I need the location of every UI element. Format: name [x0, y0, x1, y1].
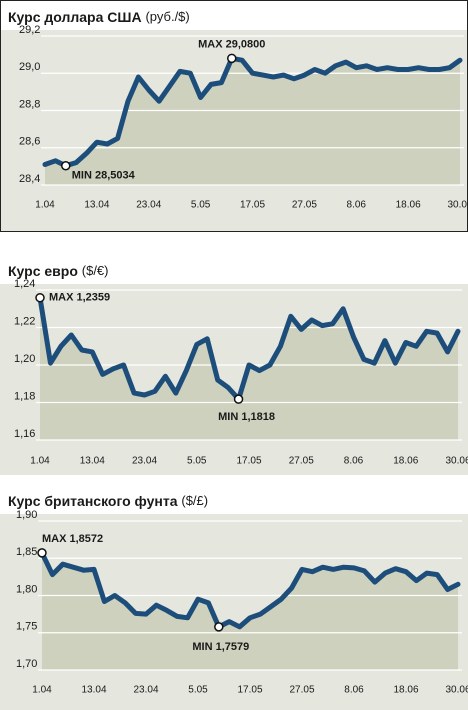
x-tick-label: 13.04: [84, 200, 109, 211]
x-tick-label: 17.05: [240, 200, 265, 211]
panel: Курс доллара США (руб./$) 28,4 28,6 28,8 29,…: [0, 0, 468, 232]
y-tick-label: 1,20: [14, 353, 35, 365]
x-tick-label: 18.06: [396, 200, 421, 211]
line: [39, 550, 461, 630]
x-tick-label: 1.04: [35, 200, 55, 211]
title-text: Курс британского фунта: [8, 493, 178, 509]
x-tick-label: 5.05: [187, 456, 207, 467]
x-tick-label: 5.05: [188, 685, 208, 696]
x-tick-label: 23.04: [132, 456, 157, 467]
chart-title: Курс евро ($/€): [8, 263, 109, 279]
y-tick-label: 1,24: [14, 278, 35, 290]
x-tick-label: 18.06: [393, 685, 418, 696]
title-text: Курс евро: [8, 263, 78, 279]
y-tick-label: 1,18: [14, 390, 35, 402]
x-tick-label: 30.06: [445, 685, 468, 696]
x-tick-label: 27.05: [292, 200, 317, 211]
y-tick-label: 28,4: [19, 173, 40, 185]
y-tick-label: 1,70: [16, 658, 37, 670]
y-tick-label: 1,22: [14, 315, 35, 327]
extreme-marker: [35, 292, 45, 303]
x-tick-label: 1.04: [30, 456, 50, 467]
extreme-marker: [37, 548, 47, 558]
panel: Курс британского фунта ($/£) 1,70 1,75 1,80…: [0, 493, 468, 710]
title-text: Курс доллара США: [8, 9, 142, 25]
line: [42, 55, 463, 169]
x-tick-label: 8.06: [344, 456, 364, 467]
x-tick-label: 23.04: [136, 200, 161, 211]
x-tick-label: 17.05: [237, 685, 262, 696]
annotation: MIN 28,5034: [72, 170, 136, 182]
extreme-marker: [227, 53, 237, 64]
x-tick-label: 30.06: [447, 200, 468, 211]
y-tick-label: 1,85: [16, 546, 37, 558]
y-tick-label: 1,80: [16, 583, 37, 595]
y-tick-label: 29,2: [19, 24, 40, 36]
x-tick-label: 8.06: [347, 200, 367, 211]
annotation: MAX 29,0800: [198, 38, 265, 50]
annotation: MAX 1,8572: [42, 533, 103, 545]
area: [42, 552, 458, 670]
annotation: MIN 1,1818: [218, 411, 275, 423]
y-tick-label: 28,8: [19, 98, 40, 110]
x-tick-label: 17.05: [236, 456, 261, 467]
annotation: MAX 1,2359: [49, 292, 110, 304]
x-tick-label: 8.06: [344, 685, 364, 696]
x-tick-label: 27.05: [289, 685, 314, 696]
x-tick-label: 30.06: [445, 456, 468, 467]
x-tick-label: 13.04: [81, 685, 106, 696]
line: [37, 295, 461, 402]
x-tick-label: 27.05: [289, 456, 314, 467]
y-tick-label: 1,90: [16, 509, 37, 521]
x-tick-label: 1.04: [32, 685, 52, 696]
y-tick-label: 28,6: [19, 136, 40, 148]
x-tick-label: 13.04: [80, 456, 105, 467]
chart-title: Курс британского фунта ($/£): [8, 493, 208, 509]
panel: Курс евро ($/€) 1,16 1,18 1,20 1,22 1,24 1.04 1…: [0, 263, 468, 475]
x-tick-label: 5.05: [191, 200, 211, 211]
subtitle: ($/£): [181, 493, 208, 508]
y-tick-label: 1,16: [14, 428, 35, 440]
x-tick-label: 18.06: [393, 456, 418, 467]
y-tick-label: 1,75: [16, 621, 37, 633]
y-tick-label: 29,0: [19, 61, 40, 73]
extreme-marker: [233, 394, 244, 404]
extreme-marker: [214, 622, 224, 632]
x-tick-label: 23.04: [133, 685, 158, 696]
subtitle: (руб./$): [145, 9, 189, 24]
extreme-marker: [61, 160, 71, 171]
chart-title: Курс доллара США (руб./$): [8, 9, 190, 25]
annotation: MIN 1,7579: [192, 641, 249, 653]
subtitle: ($/€): [82, 263, 109, 278]
